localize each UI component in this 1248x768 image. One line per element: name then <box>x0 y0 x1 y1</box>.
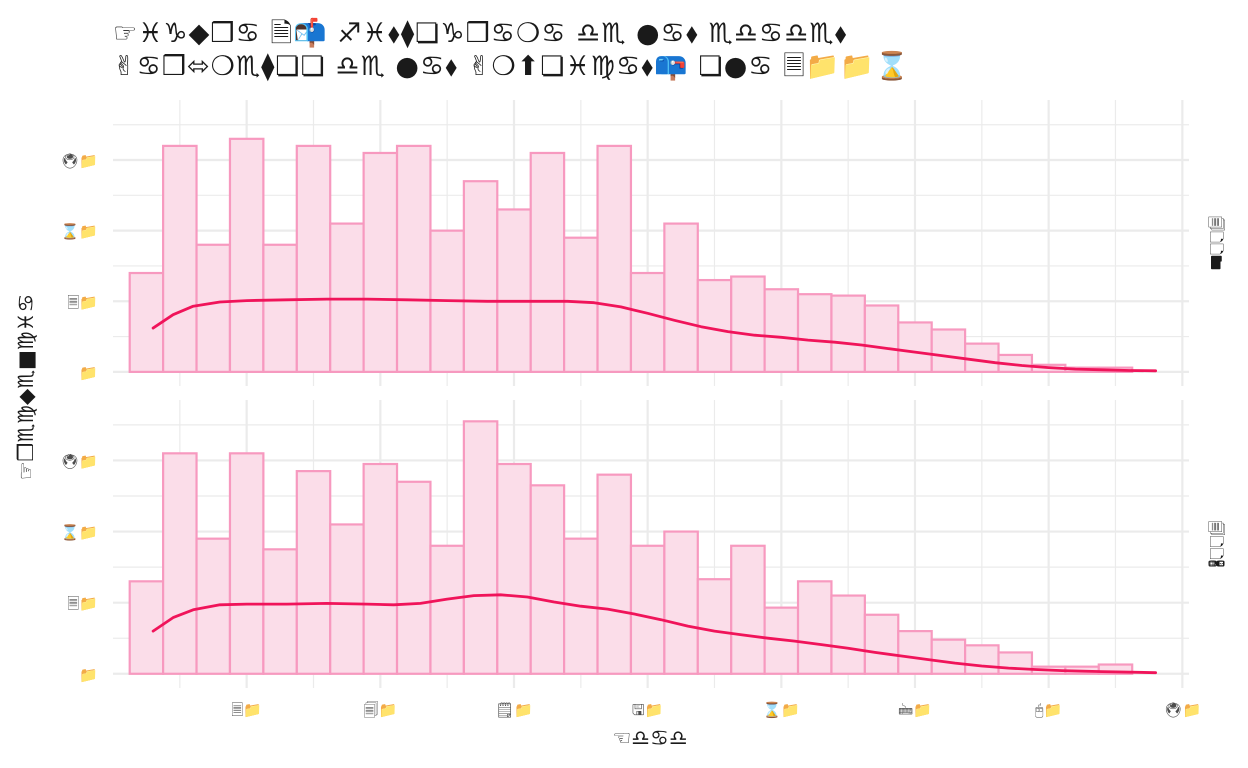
histogram-bar <box>730 544 766 675</box>
histogram-bar <box>563 236 599 373</box>
chart-title-line: ✌♋❒⬄❍♏⧫❏❏ ♎♏ ●♋⬧ ✌❍⬆❏♓♍♋⬧📪 ❏●♋ 🗏📁📁⌛ <box>113 50 910 82</box>
histogram-bar <box>596 473 633 675</box>
y-tick-label: ⌛📁 <box>61 223 98 241</box>
histogram-bar <box>629 271 666 373</box>
x-tick-label: 🗒📁 <box>495 701 533 719</box>
facet-strip-label: 🗐🗋🗋🖁 <box>1207 521 1226 568</box>
histogram-bar <box>362 151 399 373</box>
histogram-bar <box>964 342 1000 373</box>
histogram-bar <box>228 137 265 373</box>
facet-panel: 📁 🗏📁 ⌛📁 🖲📁 🗐🗋🗋🖿 <box>60 100 1226 386</box>
histogram-bar <box>964 644 1000 675</box>
histogram-bar <box>529 484 566 675</box>
histogram-bar <box>462 180 499 373</box>
x-tick-label: ⌛📁 <box>763 701 800 719</box>
histogram-bar <box>529 151 566 373</box>
histogram-bar <box>863 304 900 373</box>
histogram-bar <box>830 594 866 675</box>
histogram-bar <box>763 288 800 373</box>
histogram-bar <box>596 144 633 373</box>
histogram-bar <box>863 613 900 675</box>
histogram-bar <box>496 462 532 675</box>
histogram-bar <box>395 144 432 373</box>
x-tick-label: 🖮📁 <box>898 701 932 719</box>
histogram-bar <box>663 222 699 373</box>
x-tick-label: 🖫📁 <box>632 701 663 719</box>
facet-strip-label: 🗐🗋🗋🖿 <box>1207 216 1226 270</box>
histogram-bar <box>395 480 432 675</box>
histogram-bar <box>1097 663 1134 675</box>
histogram-bar <box>429 544 465 675</box>
chart-title: ☞♓♑◆❒♋ 🗎📬 ♐♓⬧⧫❏♑❒♋❍♋ ♎♏ ●♋⬧ ♏♎♋♎♏⬧✌♋❒⬄❍♏… <box>113 17 910 82</box>
density-line <box>151 593 1157 675</box>
x-axis: 🗏📁 🗐📁 🗒📁 🖫📁 ⌛📁 🖮📁 🖰📁 🖲📁 <box>231 700 1201 719</box>
x-tick-label: 🖰📁 <box>1035 701 1063 719</box>
histogram-bar <box>162 452 198 675</box>
x-tick-label: 🖲📁 <box>1163 701 1201 719</box>
histogram-bar <box>696 578 733 675</box>
histogram-bar <box>897 321 933 373</box>
histogram-bar <box>796 293 833 373</box>
x-axis-label: ☜♎♋♎ <box>612 726 687 750</box>
histogram-bar <box>228 452 265 675</box>
y-tick-label: 🖲📁 <box>60 452 98 470</box>
histogram-bar <box>329 523 365 675</box>
histogram-bar <box>496 208 532 373</box>
histogram-bar <box>362 462 399 675</box>
histogram-bar <box>195 243 232 373</box>
histogram-bar <box>128 271 165 373</box>
histogram-bar <box>997 651 1034 675</box>
histogram-bar <box>830 294 866 373</box>
histogram-bar <box>295 470 332 675</box>
histogram-bar <box>262 548 298 675</box>
y-tick-label: ⌛📁 <box>61 524 98 542</box>
histogram-bar <box>462 420 499 675</box>
histogram-bar <box>295 144 332 373</box>
y-tick-label: 🖲📁 <box>60 152 98 170</box>
histogram-bar <box>162 144 198 373</box>
chart-title-line: ☞♓♑◆❒♋ 🗎📬 ♐♓⬧⧫❏♑❒♋❍♋ ♎♏ ●♋⬧ ♏♎♋♎♏⬧ <box>113 17 848 49</box>
histogram-bar <box>262 243 298 373</box>
histogram-bar <box>796 580 833 675</box>
histogram-bar <box>930 638 967 675</box>
histogram-bar <box>897 630 933 675</box>
histogram-bar <box>730 275 766 373</box>
histogram-bar <box>663 530 699 675</box>
histogram-bar <box>629 544 666 675</box>
y-tick-label: 🗏📁 <box>67 293 98 311</box>
y-axis-label: ☞❒♏♍◆♏■♍♓♋ <box>14 294 38 481</box>
x-tick-label: 🗐📁 <box>363 700 397 719</box>
facet-panel: 📁 🗏📁 ⌛📁 🖲📁 🗐🗋🗋🖁 <box>60 400 1226 688</box>
density-line <box>151 297 1157 373</box>
y-tick-label: 🗏📁 <box>67 595 98 613</box>
x-tick-label: 🗏📁 <box>231 701 262 719</box>
y-tick-label: 📁 <box>79 364 98 382</box>
y-tick-label: 📁 <box>79 666 98 684</box>
facet-panels: 📁 🗏📁 ⌛📁 🖲📁 🗐🗋🗋🖿 📁 🗏📁 ⌛📁 🖲📁 🗐🗋🗋🖁 <box>60 100 1226 688</box>
histogram-bar <box>930 328 967 373</box>
